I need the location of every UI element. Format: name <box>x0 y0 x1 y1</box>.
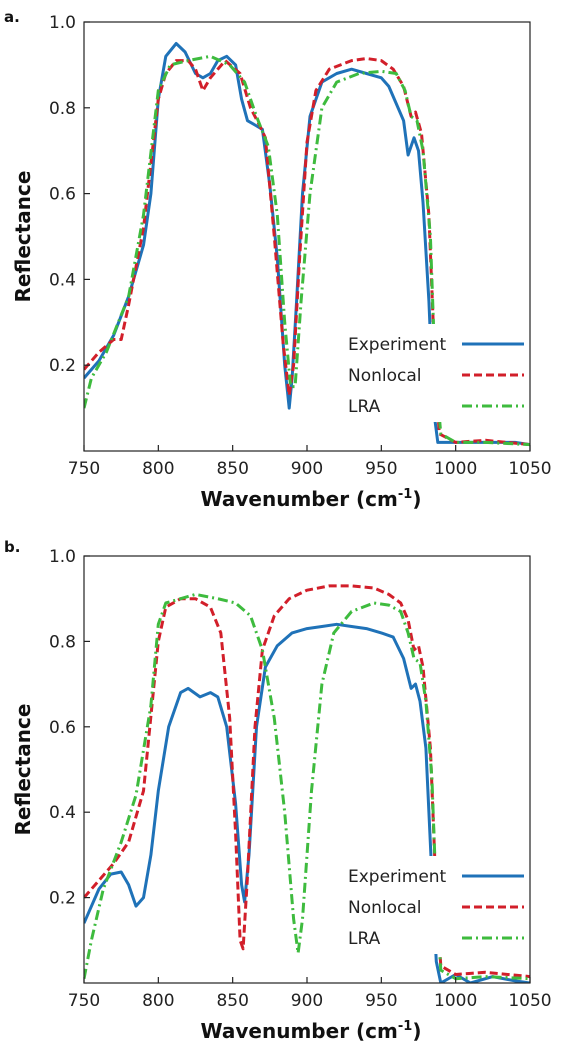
series-line-lra <box>84 54 530 447</box>
legend: Experiment Nonlocal LRA <box>338 324 529 422</box>
x-tick-label: 950 <box>365 459 397 479</box>
y-tick-label: 0.6 <box>49 185 76 205</box>
series-group <box>84 584 530 983</box>
x-tick-label: 1050 <box>508 459 551 479</box>
x-tick-label: 1000 <box>434 459 477 479</box>
y-tick-label: 0.2 <box>49 889 76 909</box>
x-tick-label: 850 <box>216 991 248 1011</box>
legend-label-nonlocal: Nonlocal <box>348 366 422 386</box>
y-tick-label: 1.0 <box>49 547 76 567</box>
legend-label-lra: LRA <box>348 397 381 417</box>
series-line-experiment <box>84 42 530 447</box>
panel-b: b. 750 800 850 900 950 1000 1050 0.2 0.4 0.6 0.8 1.0… <box>4 538 552 1042</box>
legend-label-nonlocal: Nonlocal <box>348 898 422 918</box>
series-line-nonlocal <box>84 57 530 447</box>
y-tick-label: 0.8 <box>49 99 76 119</box>
y-tick-label: 1.0 <box>49 13 76 33</box>
panel-a: a. 750 800 850 900 950 1000 1050 0.2 0.4 0.6 0.8 1.0… <box>4 8 552 511</box>
y-tick-label: 0.4 <box>49 803 76 823</box>
series-group <box>84 42 530 447</box>
x-tick-label: 950 <box>365 991 397 1011</box>
x-tick-label: 900 <box>291 459 323 479</box>
x-tick-label: 750 <box>68 991 100 1011</box>
y-tick-label: 0.4 <box>49 270 76 290</box>
x-tick-label: 1000 <box>434 991 477 1011</box>
x-tick-label: 800 <box>142 459 174 479</box>
x-tick-label: 800 <box>142 991 174 1011</box>
series-line-experiment <box>84 622 530 983</box>
y-axis-title: Reflectance <box>11 171 35 303</box>
panel-letter: b. <box>4 538 20 556</box>
y-axis-title: Reflectance <box>11 704 35 836</box>
x-tick-label: 1050 <box>508 991 551 1011</box>
y-tick-label: 0.2 <box>49 356 76 376</box>
x-tick-label: 900 <box>291 991 323 1011</box>
series-line-nonlocal <box>84 584 530 979</box>
y-tick-label: 0.6 <box>49 718 76 738</box>
x-tick-label: 750 <box>68 459 100 479</box>
y-tick-label: 0.8 <box>49 632 76 652</box>
legend-label-experiment: Experiment <box>348 335 447 355</box>
legend: Experiment Nonlocal LRA <box>338 856 529 954</box>
legend-label-lra: LRA <box>348 929 381 949</box>
x-tick-label: 850 <box>216 459 248 479</box>
panel-letter: a. <box>4 8 20 26</box>
x-axis-title: Wavenumber (cm-1) <box>201 487 422 511</box>
x-axis-title: Wavenumber (cm-1) <box>201 1019 422 1042</box>
legend-label-experiment: Experiment <box>348 867 447 887</box>
